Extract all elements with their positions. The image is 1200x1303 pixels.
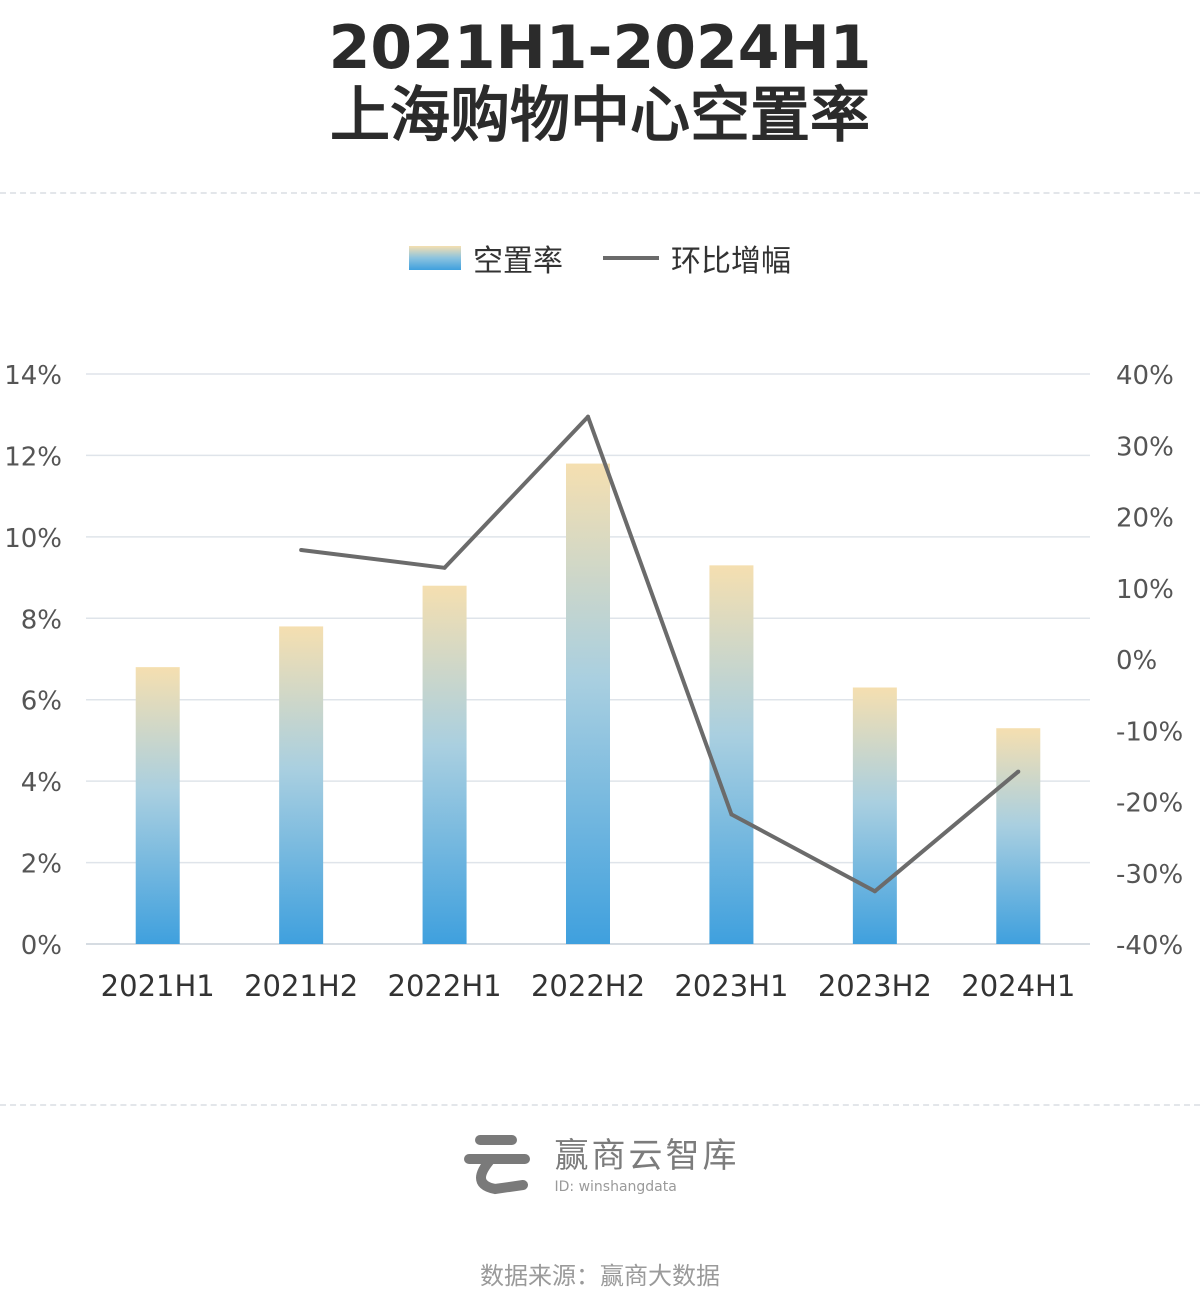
bar — [566, 463, 610, 944]
chart-title-line-1: 2021H1-2024H1 — [328, 13, 872, 83]
right-tick-label: -10% — [1116, 717, 1183, 747]
right-tick-label: -20% — [1116, 789, 1183, 819]
legend-bar-label: 空置率 — [473, 244, 563, 279]
line-point — [729, 812, 734, 817]
bar — [279, 626, 324, 944]
bar-layer — [135, 463, 1041, 944]
bar — [709, 565, 754, 944]
x-tick-label: 2022H2 — [531, 969, 645, 1003]
chart-title-line-2: 上海购物中心空置率 — [330, 81, 870, 151]
legend-item-line: 环比增幅 — [603, 236, 791, 280]
right-tick-label: 30% — [1116, 432, 1174, 462]
bar — [135, 667, 180, 944]
legend-bar-swatch — [409, 246, 461, 270]
brand-logo: 赢商云智库 ID: winshangdata — [0, 1128, 1200, 1195]
left-tick-label: 0% — [21, 931, 62, 961]
line-point — [442, 565, 447, 570]
bar — [422, 585, 467, 944]
chart-legend: 空置率 环比增幅 — [0, 236, 1200, 280]
right-tick-label: 10% — [1116, 575, 1174, 605]
legend-item-bar: 空置率 — [409, 236, 563, 280]
left-tick-label: 14% — [4, 361, 62, 391]
combo-chart: 0% 2% 4% 6% 8% 10% 12% 14% -40% -30% -20% -10% 0% 10… — [4, 361, 1183, 1003]
line-point — [1016, 769, 1021, 774]
right-tick-label: 40% — [1116, 361, 1174, 391]
right-tick-label: -40% — [1116, 931, 1183, 961]
growth-line — [300, 414, 1020, 894]
right-tick-label: -30% — [1116, 860, 1183, 890]
right-tick-label: 0% — [1116, 646, 1157, 676]
data-source: 数据来源：赢商大数据 — [480, 1262, 720, 1290]
left-tick-label: 10% — [4, 524, 62, 554]
top-divider — [0, 192, 1200, 194]
line-point — [299, 547, 304, 552]
left-tick-label: 8% — [21, 605, 62, 635]
left-tick-label: 4% — [21, 768, 62, 798]
left-axis: 0% 2% 4% 6% 8% 10% 12% 14% — [4, 361, 62, 961]
x-tick-label: 2024H1 — [961, 969, 1075, 1003]
x-tick-label: 2023H2 — [818, 969, 932, 1003]
bar — [996, 728, 1041, 944]
right-axis: -40% -30% -20% -10% 0% 10% 20% 30% 40% — [1116, 361, 1183, 961]
right-tick-label: 20% — [1116, 504, 1174, 534]
x-axis: 2021H1 2021H2 2022H1 2022H2 2023H1 2023H2 2024… — [101, 969, 1076, 1003]
x-tick-label: 2021H1 — [101, 969, 215, 1003]
legend-line-label: 环比增幅 — [671, 244, 791, 279]
left-tick-label: 6% — [21, 687, 62, 717]
legend-line-swatch — [603, 256, 659, 260]
left-tick-label: 12% — [4, 442, 62, 472]
bar — [852, 687, 897, 944]
brand-id: ID: winshangdata — [554, 1179, 677, 1195]
line-layer — [299, 414, 1021, 894]
x-tick-label: 2021H2 — [244, 969, 358, 1003]
x-tick-label: 2022H1 — [388, 969, 502, 1003]
left-tick-label: 2% — [21, 850, 62, 880]
brand-logo-icon — [463, 1134, 530, 1194]
line-point — [872, 889, 877, 894]
brand-name: 赢商云智库 — [554, 1136, 740, 1176]
x-tick-label: 2023H1 — [674, 969, 788, 1003]
line-point — [586, 414, 590, 419]
bottom-divider — [0, 1104, 1200, 1106]
chart-title: 2021H1-2024H1 上海购物中心空置率 — [0, 14, 1200, 150]
